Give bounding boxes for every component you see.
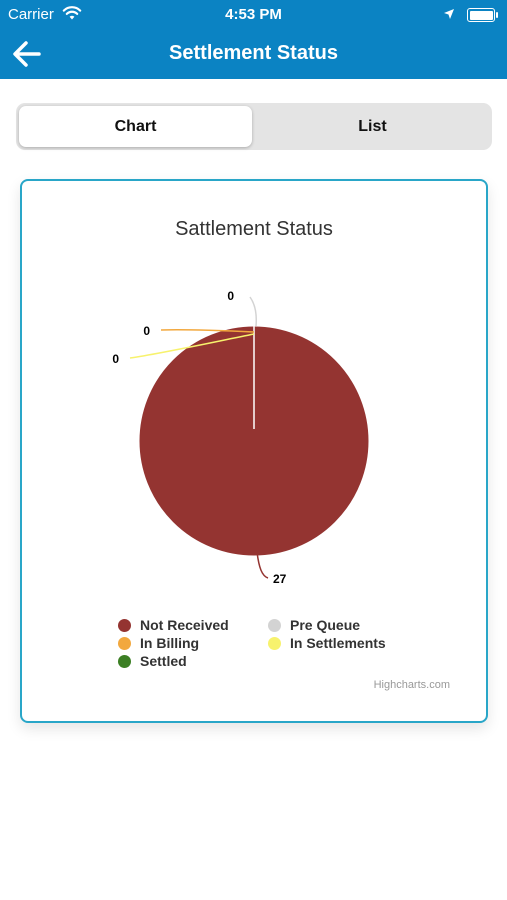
pie-chart: 27 0 0 0 [112,289,370,586]
legend-item-settled[interactable]: Settled [118,653,187,669]
location-arrow-icon [444,9,454,19]
legend-dot-icon [118,637,131,650]
back-button[interactable] [10,38,44,70]
data-label-connector-in-billing [160,328,255,333]
navigation-bar: Settlement Status [0,30,507,79]
data-label-connector-in-settlements [129,333,255,359]
legend-dot-icon [118,655,131,668]
legend-item-in-settlements[interactable]: In Settlements [268,635,386,651]
arrow-left-icon [13,41,41,67]
tab-list[interactable]: List [358,118,387,135]
data-label-connector-pre-queue [249,296,257,327]
legend-label: Settled [140,653,187,669]
legend-dot-icon [268,637,281,650]
legend-label: Pre Queue [290,617,361,633]
legend-label: In Settlements [290,635,386,651]
page-title: Settlement Status [169,42,338,64]
data-label-not-received: 27 [273,572,287,586]
chart-card: Sattlement Status 27 0 0 0 Not Received Pre … [20,179,488,723]
legend-dot-icon [118,619,131,632]
status-bar: Carrier 4:53 PM [0,0,507,30]
data-label-connector-not-received [256,551,269,579]
legend-label: Not Received [140,617,229,633]
legend-dot-icon [268,619,281,632]
legend-item-in-billing[interactable]: In Billing [118,635,199,651]
view-segmented-control: Chart List [16,103,492,150]
legend-label: In Billing [140,635,200,651]
data-label-in-billing: 0 [143,324,150,338]
tab-chart[interactable]: Chart [19,106,252,147]
wifi-icon [62,6,82,20]
chart-credits[interactable]: Highcharts.com [373,679,450,691]
legend-item-pre-queue[interactable]: Pre Queue [268,617,360,633]
carrier-label: Carrier [8,6,54,23]
chart-title: Sattlement Status [175,218,333,240]
battery-icon [467,8,498,22]
data-label-in-settlements: 0 [112,352,119,366]
legend-item-not-received[interactable]: Not Received [118,617,229,633]
clock-time: 4:53 PM [225,6,282,23]
data-label-pre-queue: 0 [227,289,234,303]
